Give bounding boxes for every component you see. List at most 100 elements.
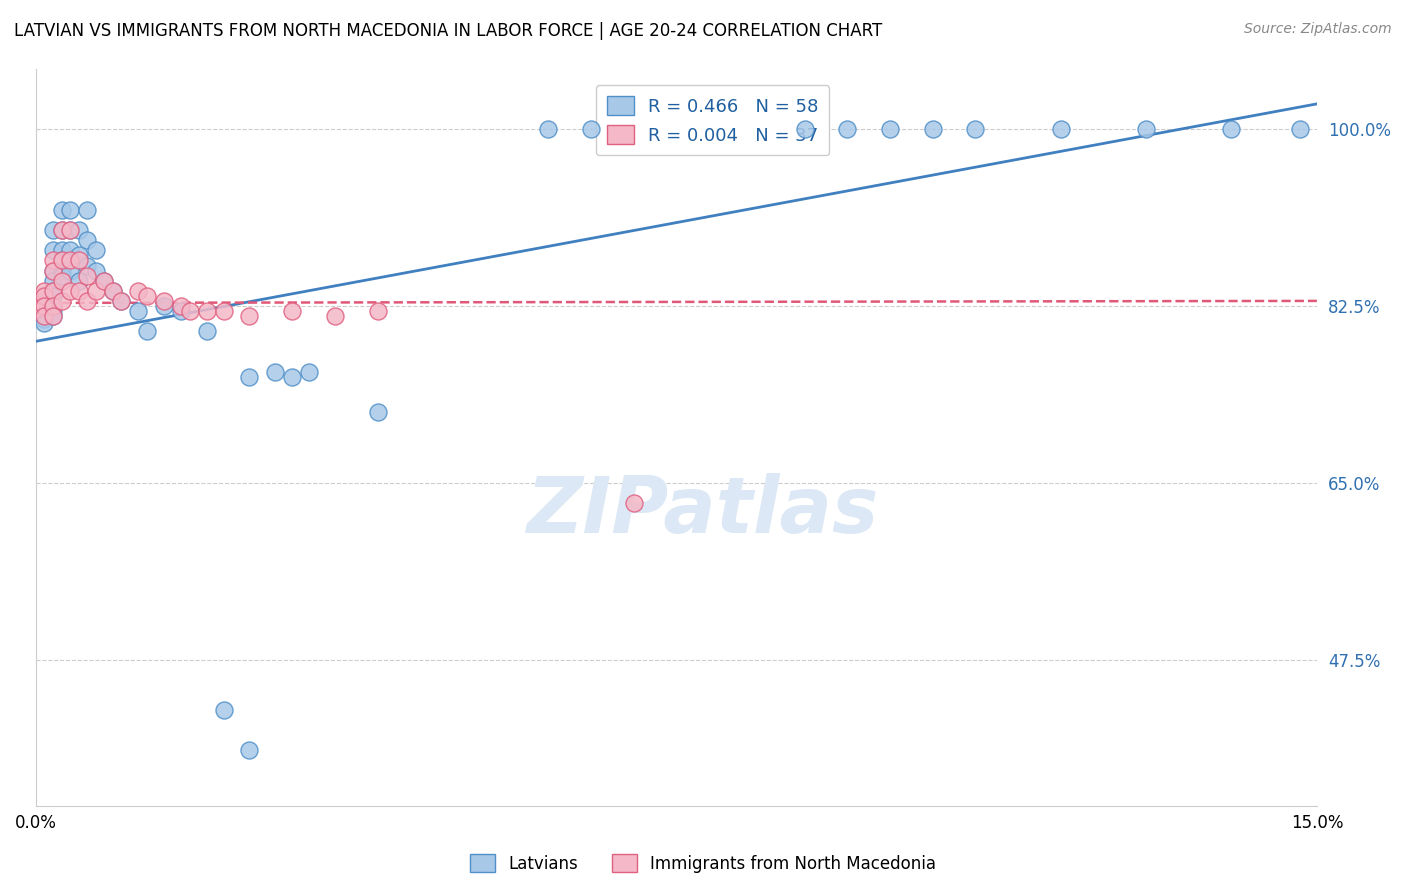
Point (837, 122, 859, 136)
Point (67, 284, 90, 298)
Point (42, 284, 65, 298)
Point (367, 405, 389, 419)
Point (153, 293, 176, 308)
Text: ZIPatlas: ZIPatlas (526, 473, 879, 549)
Point (1049, 122, 1071, 136)
Point (42, 263, 65, 277)
Point (110, 293, 132, 308)
Point (34, 316, 56, 330)
Point (51, 244, 73, 258)
Point (323, 309, 346, 323)
Point (42, 299, 65, 313)
Point (42, 284, 65, 298)
Point (34, 296, 56, 310)
Point (59, 223, 82, 237)
Point (76, 293, 98, 308)
Point (67, 274, 90, 288)
Point (281, 369, 304, 384)
Point (51, 274, 73, 288)
Point (537, 122, 560, 136)
Point (76, 202, 98, 217)
Point (84, 263, 107, 277)
Point (42, 304, 65, 318)
Point (93, 274, 115, 288)
Point (42, 244, 65, 258)
Point (25, 301, 48, 316)
Point (367, 304, 389, 318)
Point (34, 301, 56, 316)
Point (34, 312, 56, 326)
Point (110, 293, 132, 308)
Point (170, 304, 193, 318)
Point (93, 274, 115, 288)
Point (179, 304, 201, 318)
Point (25, 296, 48, 310)
Point (153, 299, 176, 313)
Point (42, 309, 65, 323)
Point (127, 304, 149, 318)
Point (136, 324, 159, 338)
Point (1135, 122, 1157, 136)
Point (42, 289, 65, 303)
Point (238, 309, 260, 323)
Point (51, 202, 73, 217)
Point (76, 259, 98, 273)
Point (34, 299, 56, 313)
Point (67, 223, 90, 237)
Point (34, 284, 56, 298)
Point (51, 223, 73, 237)
Point (42, 274, 65, 288)
Point (1220, 122, 1243, 136)
Point (195, 324, 218, 338)
Point (238, 369, 260, 384)
Point (59, 202, 82, 217)
Point (34, 293, 56, 308)
Point (76, 268, 98, 283)
Point (793, 122, 815, 136)
Point (76, 233, 98, 247)
Point (579, 122, 602, 136)
Point (51, 293, 73, 308)
Point (195, 304, 218, 318)
Point (264, 365, 287, 379)
Point (136, 289, 159, 303)
Text: Source: ZipAtlas.com: Source: ZipAtlas.com (1244, 22, 1392, 37)
Point (59, 263, 82, 277)
Point (212, 304, 235, 318)
Point (51, 268, 73, 283)
Point (59, 253, 82, 268)
Point (238, 743, 260, 757)
Point (42, 223, 65, 237)
Point (67, 248, 90, 262)
Point (101, 284, 124, 298)
Point (42, 263, 65, 277)
Point (42, 309, 65, 323)
Point (212, 703, 235, 717)
Legend: R = 0.466   N = 58, R = 0.004   N = 37: R = 0.466 N = 58, R = 0.004 N = 37 (596, 85, 830, 155)
Point (51, 263, 73, 277)
Point (25, 304, 48, 318)
Point (59, 244, 82, 258)
Point (879, 122, 901, 136)
Point (34, 289, 56, 303)
Legend: Latvians, Immigrants from North Macedonia: Latvians, Immigrants from North Macedoni… (464, 847, 942, 880)
Point (34, 306, 56, 320)
Point (51, 223, 73, 237)
Point (51, 253, 73, 268)
Point (34, 309, 56, 323)
Text: LATVIAN VS IMMIGRANTS FROM NORTH MACEDONIA IN LABOR FORCE | AGE 20-24 CORRELATIO: LATVIAN VS IMMIGRANTS FROM NORTH MACEDON… (14, 22, 883, 40)
Point (51, 253, 73, 268)
Point (59, 223, 82, 237)
Point (59, 284, 82, 298)
Point (623, 496, 645, 510)
Point (921, 122, 943, 136)
Point (965, 122, 987, 136)
Point (67, 253, 90, 268)
Point (1288, 122, 1310, 136)
Point (25, 299, 48, 313)
Point (127, 284, 149, 298)
Point (101, 284, 124, 298)
Point (298, 365, 321, 379)
Point (170, 299, 193, 313)
Point (281, 304, 304, 318)
